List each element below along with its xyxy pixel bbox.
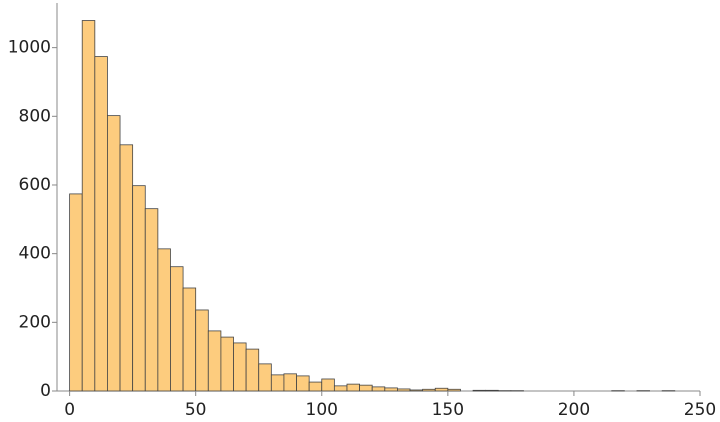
bar bbox=[321, 378, 335, 392]
bar bbox=[245, 348, 260, 392]
y-tick-label: 600 bbox=[19, 175, 51, 195]
bar bbox=[333, 385, 348, 392]
x-tick-label: 150 bbox=[432, 400, 464, 420]
bar bbox=[384, 387, 398, 392]
x-tick-label: 200 bbox=[558, 400, 590, 420]
bar bbox=[220, 336, 234, 392]
bar bbox=[397, 388, 411, 392]
bar bbox=[359, 384, 373, 392]
bar bbox=[132, 185, 146, 392]
y-tick-label: 0 bbox=[40, 381, 51, 401]
bar bbox=[434, 387, 449, 392]
bar bbox=[119, 144, 134, 392]
x-tick-label: 0 bbox=[64, 400, 75, 420]
bar bbox=[308, 381, 323, 392]
y-tick-label: 800 bbox=[19, 106, 51, 126]
bar bbox=[346, 383, 360, 392]
y-tick-label: 1000 bbox=[8, 38, 51, 58]
bar bbox=[94, 56, 108, 392]
bar bbox=[170, 266, 184, 392]
bar bbox=[207, 330, 222, 392]
bar bbox=[144, 208, 159, 392]
bar bbox=[296, 375, 310, 392]
x-tick-label: 250 bbox=[684, 400, 716, 420]
bar bbox=[258, 363, 272, 392]
bar bbox=[485, 389, 499, 392]
bar bbox=[472, 389, 487, 392]
bar bbox=[371, 386, 386, 392]
x-tick-label: 100 bbox=[306, 400, 338, 420]
y-tick-label: 400 bbox=[19, 244, 51, 264]
bar bbox=[195, 309, 209, 392]
bar bbox=[157, 248, 171, 392]
bar bbox=[422, 388, 436, 392]
x-tick-label: 50 bbox=[185, 400, 207, 420]
bar bbox=[233, 342, 247, 392]
y-tick-label: 200 bbox=[19, 312, 51, 332]
bar bbox=[447, 388, 461, 392]
bar bbox=[409, 389, 424, 392]
bar bbox=[182, 287, 197, 392]
bar bbox=[270, 374, 285, 392]
bar bbox=[107, 115, 121, 392]
bar bbox=[81, 20, 96, 392]
bar bbox=[69, 193, 83, 392]
bar bbox=[283, 373, 297, 392]
